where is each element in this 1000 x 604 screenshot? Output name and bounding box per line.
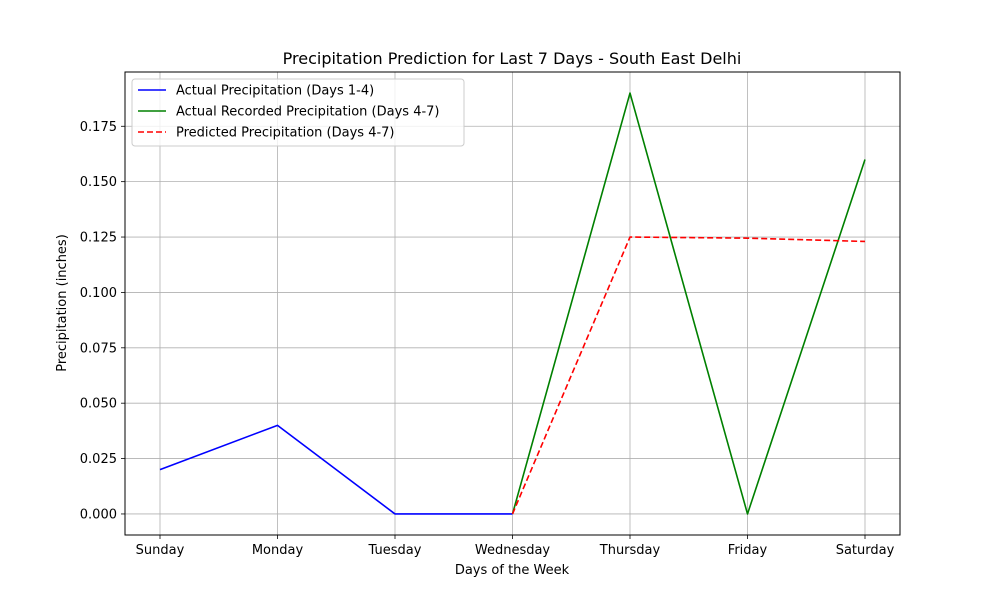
series-line-3 [511,236,866,515]
y-tick-label: 0.175 [80,120,117,135]
x-axis-label: Days of the Week [455,563,570,578]
y-tick-label: 0.000 [80,507,117,522]
y-tick-label: 0.025 [80,452,117,467]
y-axis-ticks: 0.000 0.025 0.050 0.075 0.100 0.125 0.150 0.175 [80,120,125,522]
y-tick-label: 0.100 [80,286,117,301]
x-tick-label: Tuesday [368,543,422,558]
x-tick-label: Wednesday [475,543,551,558]
legend-box [131,78,465,147]
x-tick-label: Thursday [599,543,661,558]
x-tick-label: Monday [252,543,304,558]
x-axis-ticks: Sunday Monday Tuesday Wednesday Thursday Frid… [136,535,895,558]
x-tick-label: Sunday [136,543,185,558]
chart-title: Precipitation Prediction for Last 7 Days… [283,49,742,68]
y-axis-label: Precipitation (inches) [55,234,70,372]
grid-lines [125,72,900,535]
legend-label-1: Actual Precipitation (Days 1-4) [176,84,374,99]
series-lines [159,92,866,515]
x-tick-label: Friday [728,543,768,558]
x-tick-label: Saturday [836,543,895,558]
y-tick-label: 0.150 [80,175,117,190]
series-line-2 [511,92,866,515]
legend-label-3: Predicted Precipitation (Days 4-7) [176,126,395,141]
y-tick-label: 0.075 [80,341,117,356]
series-line-1 [159,424,513,515]
y-tick-label: 0.050 [80,397,117,412]
y-tick-label: 0.125 [80,231,117,246]
legend-label-2: Actual Recorded Precipitation (Days 4-7) [176,105,440,120]
legend: Actual Precipitation (Days 1-4) Actual Re… [131,78,465,147]
